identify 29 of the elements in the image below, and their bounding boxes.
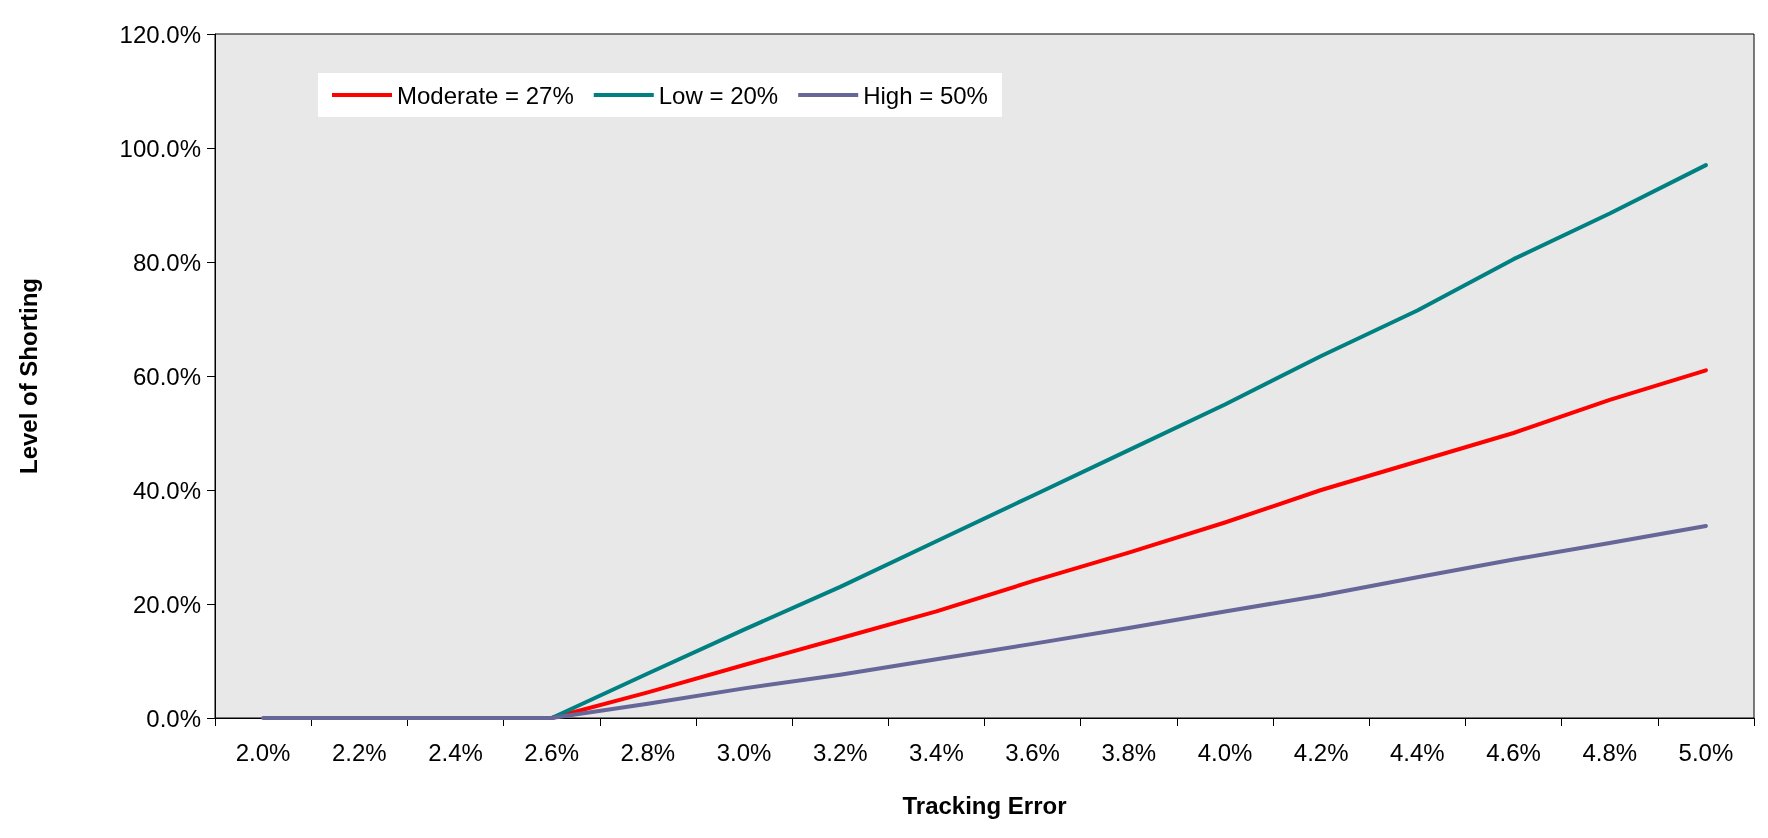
x-tick-label: 2.2% [331,738,387,766]
y-tick-label: 60.0% [132,362,201,390]
legend-label: Moderate = 27% [397,81,574,109]
x-tick-label: 2.6% [524,738,580,766]
x-tick-label: 4.2% [1293,738,1349,766]
x-tick-label: 4.0% [1197,738,1253,766]
x-tick-label: 4.4% [1389,738,1445,766]
y-tick-label: 100.0% [119,134,201,162]
x-tick-label: 4.6% [1486,738,1541,766]
y-axis-title: Level of Shorting [14,277,42,475]
y-tick-label: 20.0% [132,590,201,618]
x-tick-label: 3.6% [1005,738,1060,766]
x-tick-label: 3.4% [909,738,964,766]
y-tick-label: 40.0% [132,476,201,504]
x-tick-label: 3.8% [1101,738,1157,766]
x-axis-title: Tracking Error [902,791,1067,819]
x-tick-label: 2.0% [235,738,291,766]
legend-label: High = 50% [863,81,988,109]
x-tick-label: 3.2% [812,738,868,766]
x-tick-label: 4.8% [1582,738,1638,766]
y-tick-label: 80.0% [132,248,201,276]
y-tick-label: 0.0% [146,704,201,732]
legend-label: Low = 20% [658,81,779,109]
x-tick-label: 3.0% [716,738,772,766]
x-tick-label: 2.4% [428,738,483,766]
line-series [261,523,1708,720]
y-tick-label: 120.0% [119,20,201,48]
x-tick-label: 5.0% [1678,738,1734,766]
x-tick-label: 2.8% [620,738,676,766]
